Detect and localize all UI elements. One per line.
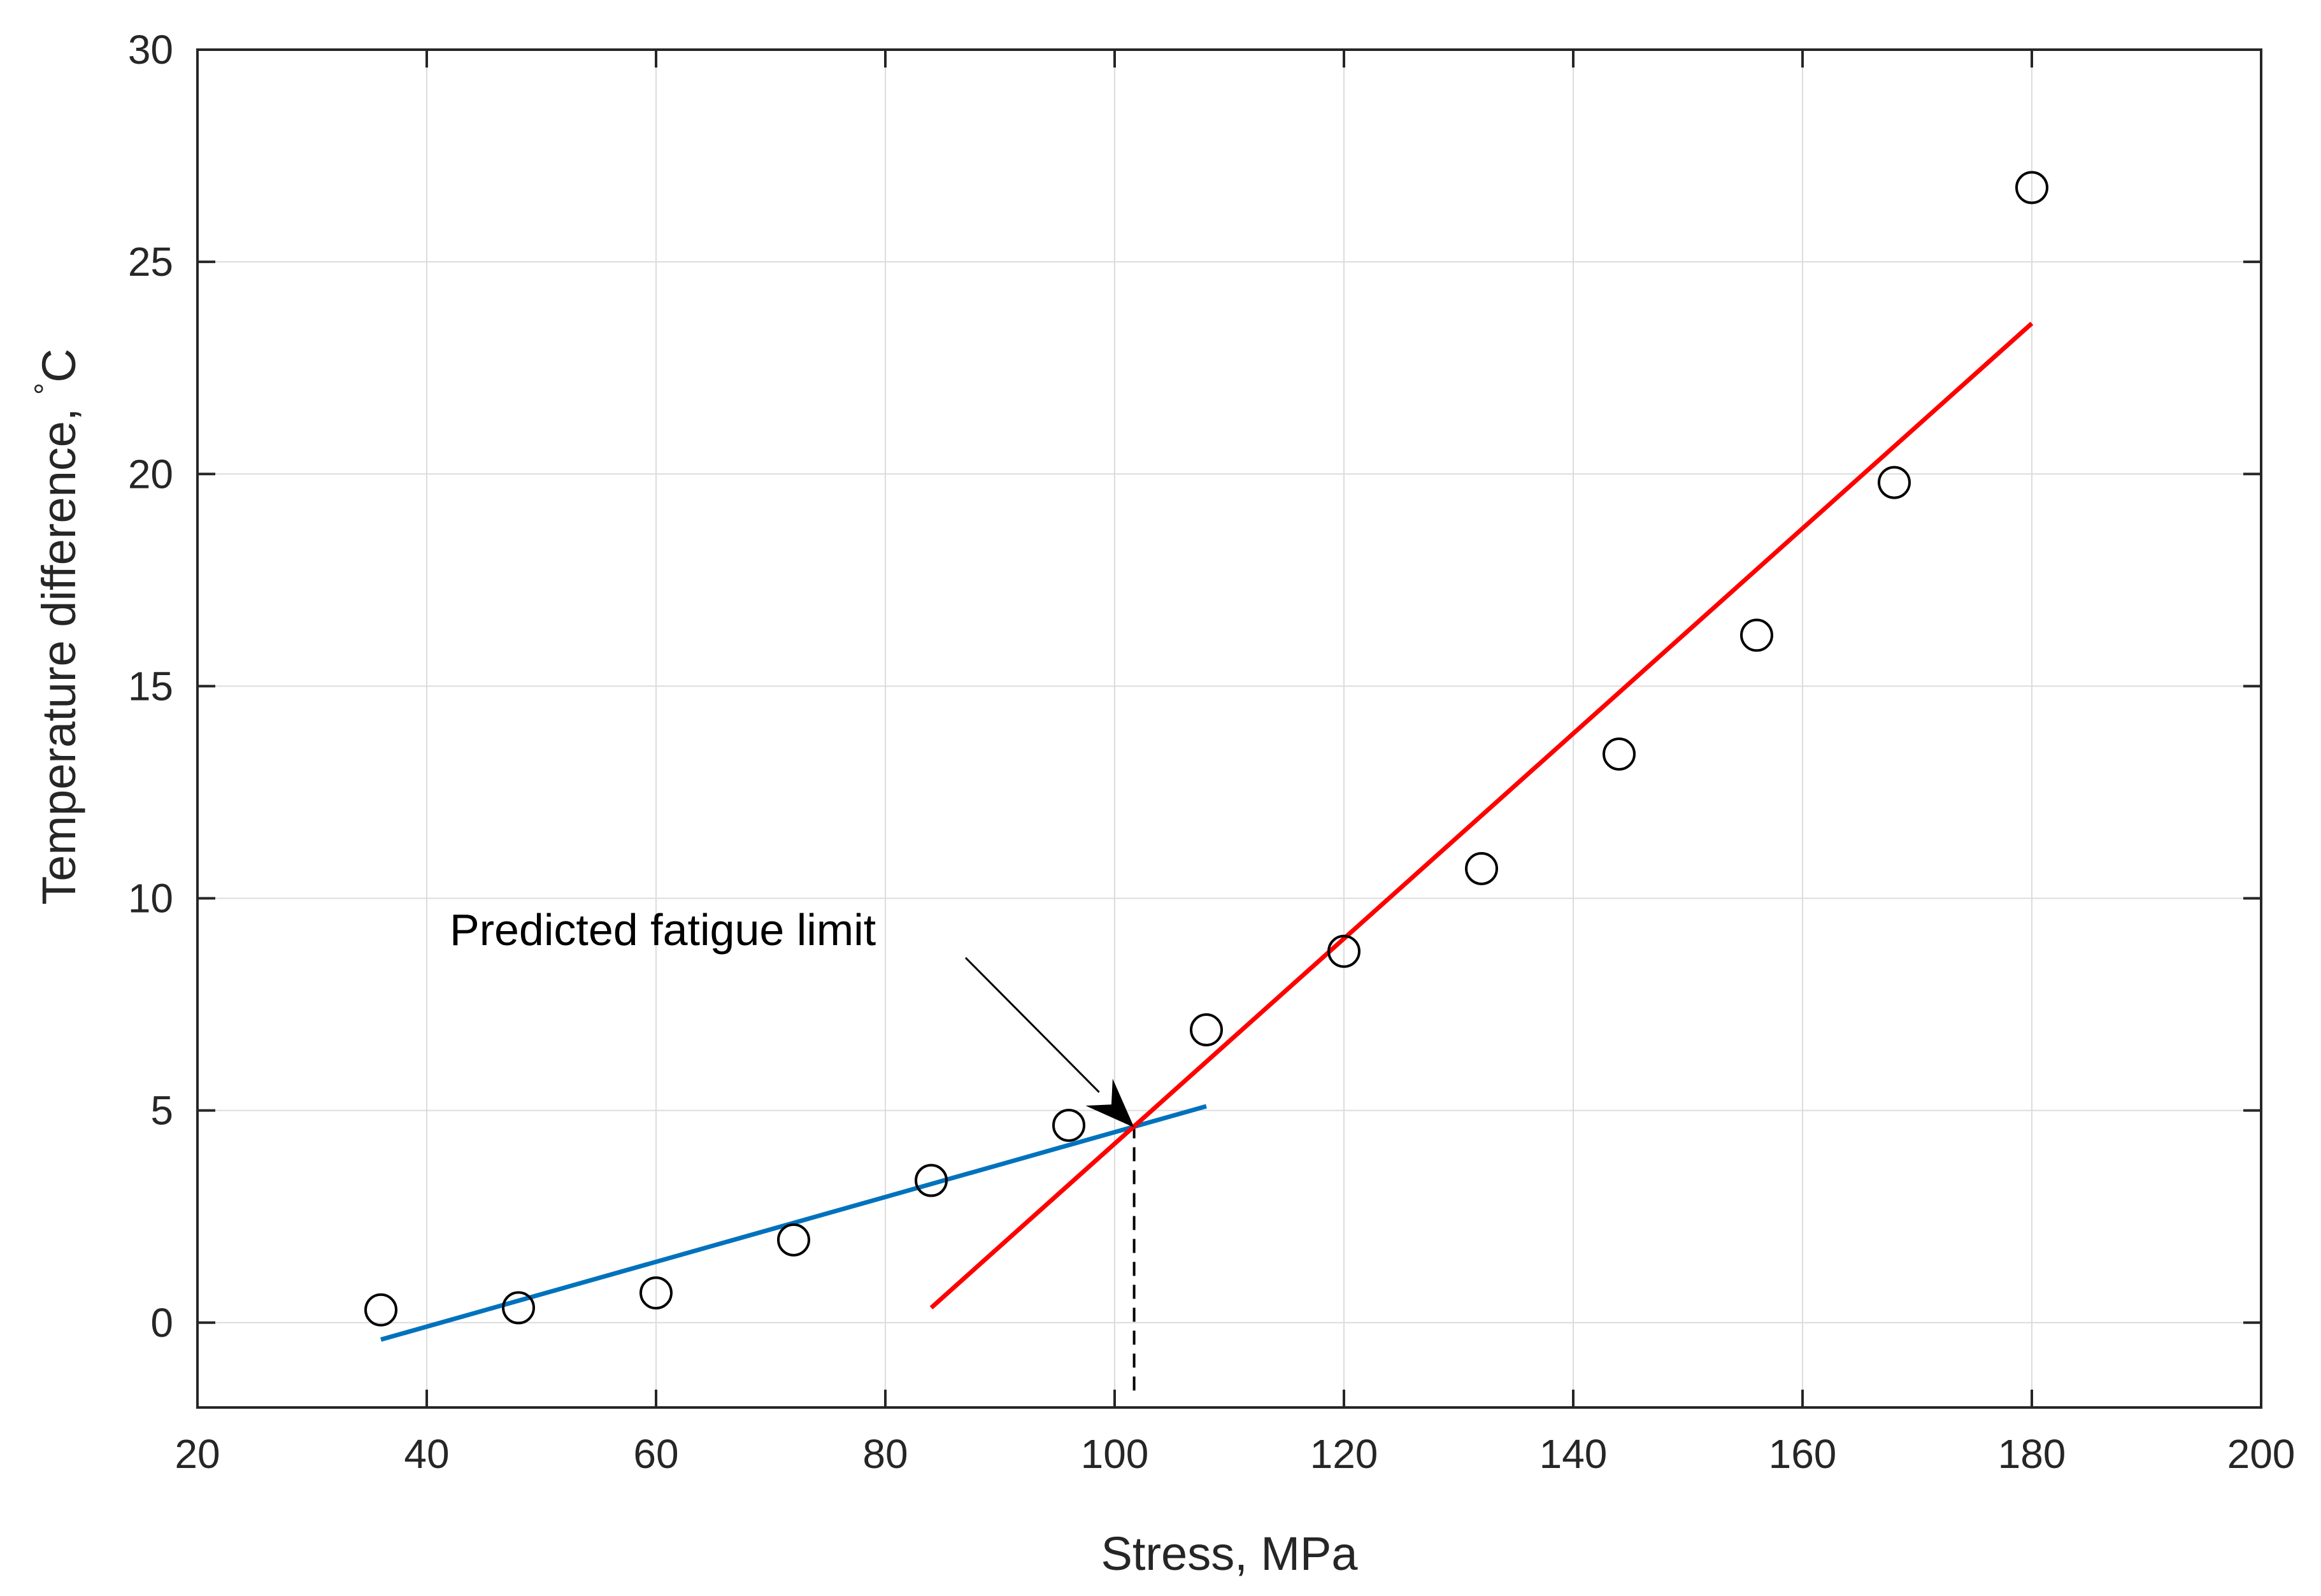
data-point bbox=[915, 1164, 948, 1197]
x-tick-label: 20 bbox=[175, 1431, 220, 1477]
axis-ticks: 20 40 60 80 100 120 140 160 180 200 0 5 10 15 20 25 30 bbox=[128, 27, 2296, 1477]
data-point bbox=[1465, 851, 1498, 885]
x-tick-label: 140 bbox=[1539, 1431, 1608, 1477]
data-point bbox=[364, 1293, 397, 1327]
data-point bbox=[639, 1276, 673, 1310]
annotation-arrow-shaft bbox=[964, 957, 1100, 1093]
x-tick-label: 40 bbox=[404, 1431, 449, 1477]
y-axis-label: Temperature difference, °C bbox=[29, 348, 85, 904]
fit-line-low-stress bbox=[380, 1104, 1207, 1342]
data-point bbox=[1603, 737, 1636, 771]
y-axis-label-degree: ° bbox=[29, 383, 63, 395]
y-tick-label: 20 bbox=[128, 451, 173, 497]
annotation-arrow-head bbox=[1085, 1078, 1134, 1128]
data-point bbox=[2015, 171, 2048, 204]
y-tick-label: 15 bbox=[128, 663, 173, 709]
data-point bbox=[1190, 1013, 1223, 1047]
y-tick-label: 30 bbox=[128, 27, 173, 73]
y-tick-label: 5 bbox=[150, 1088, 173, 1134]
annotation-text: Predicted fatigue limit bbox=[450, 905, 876, 955]
data-point bbox=[1878, 466, 1911, 499]
data-point bbox=[777, 1223, 810, 1257]
fit-line-high-stress bbox=[929, 322, 2034, 1310]
x-tick-label: 180 bbox=[1998, 1431, 2066, 1477]
grid bbox=[197, 49, 2262, 1407]
x-tick-label: 160 bbox=[1769, 1431, 1837, 1477]
annotation: Predicted fatigue limit bbox=[450, 905, 1134, 1128]
y-axis-label-unit: C bbox=[32, 348, 85, 382]
data-point bbox=[502, 1291, 535, 1325]
y-axis-label-text: Temperature difference, °C bbox=[29, 348, 85, 904]
x-tick-label: 80 bbox=[862, 1431, 908, 1477]
data-point bbox=[1052, 1108, 1085, 1142]
y-tick-label: 0 bbox=[150, 1300, 173, 1346]
x-tick-label: 120 bbox=[1310, 1431, 1378, 1477]
plot-series bbox=[364, 171, 2048, 1391]
x-tick-label: 60 bbox=[633, 1431, 678, 1477]
x-axis-label: Stress, MPa bbox=[1101, 1527, 1359, 1580]
x-tick-label: 200 bbox=[2227, 1431, 2296, 1477]
y-tick-label: 25 bbox=[128, 239, 173, 285]
x-tick-label: 100 bbox=[1081, 1431, 1149, 1477]
plot-frame bbox=[196, 48, 2262, 1409]
data-point bbox=[1740, 618, 1773, 652]
y-axis-label-main: Temperature difference, bbox=[32, 395, 85, 905]
data-point bbox=[1327, 934, 1360, 968]
y-tick-label: 10 bbox=[128, 876, 173, 922]
